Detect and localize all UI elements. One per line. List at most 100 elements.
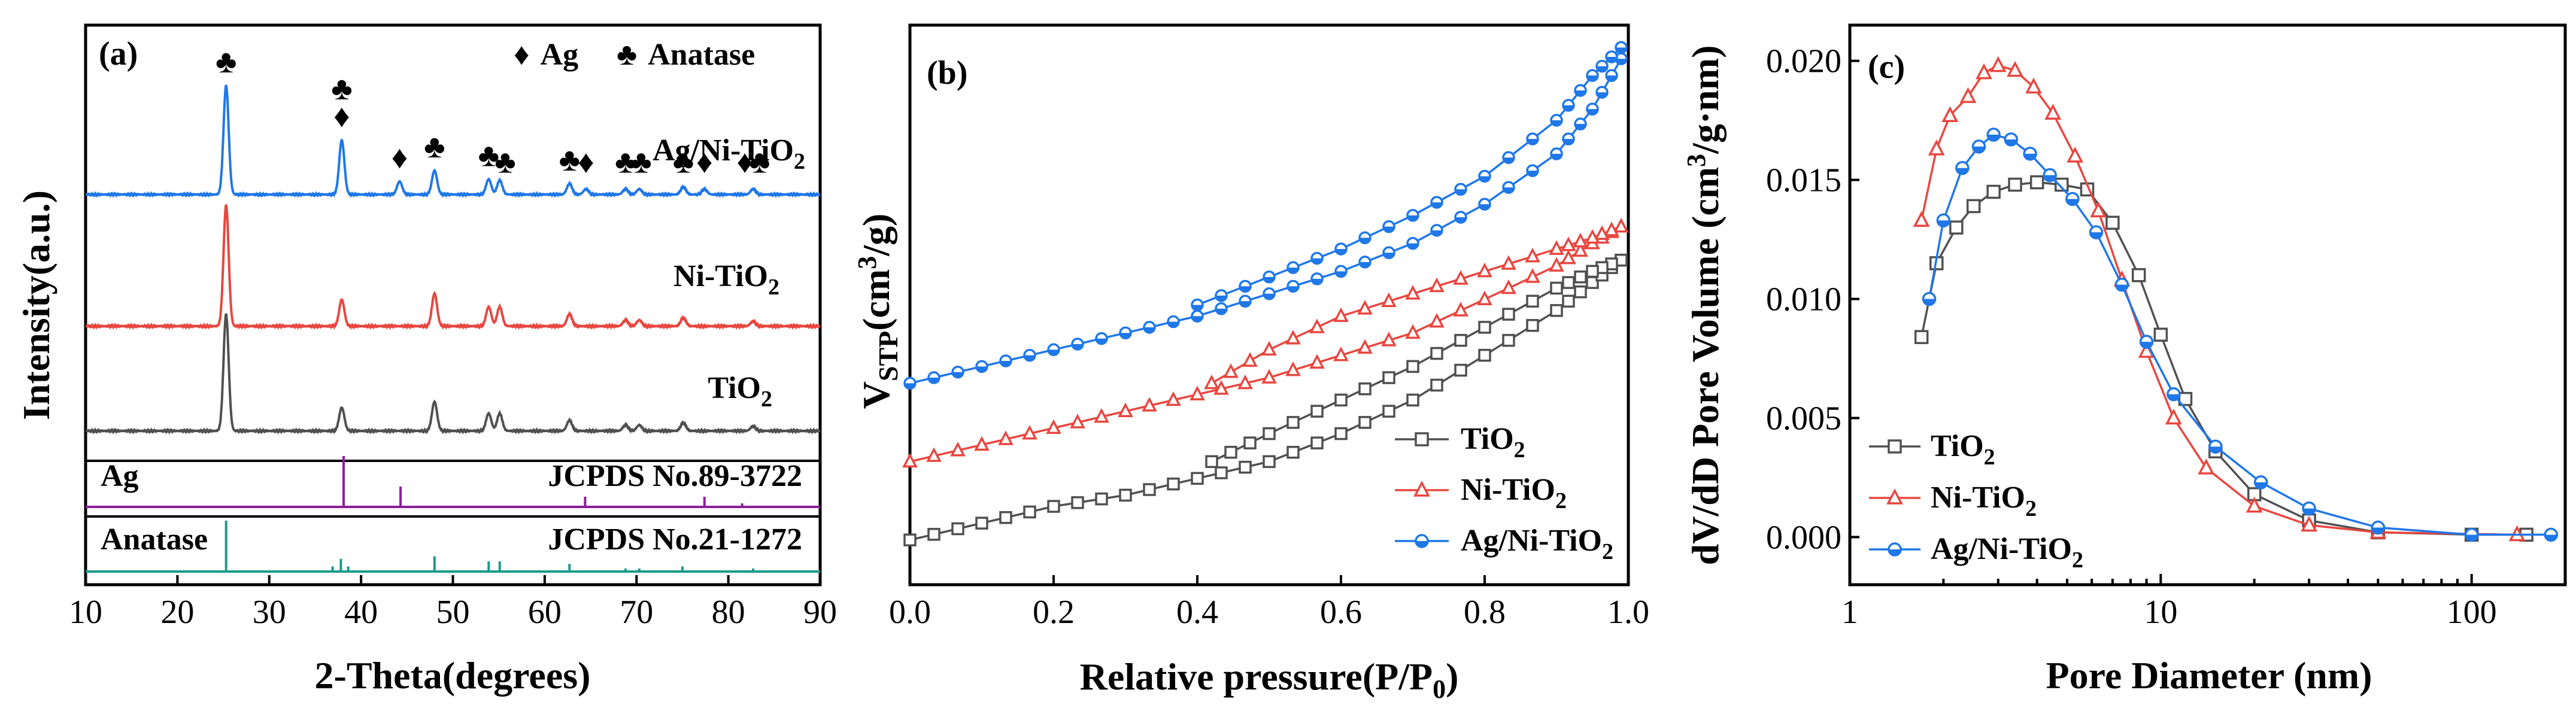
panel-b-point-fill [1383, 226, 1394, 232]
panel-b-point [1166, 391, 1181, 406]
panel-b-point [1224, 445, 1237, 459]
panel-b-point-fill [1551, 120, 1562, 126]
panel-b-point [1261, 341, 1277, 356]
panel-c-legend-marker-fill [1889, 549, 1901, 555]
panel-b-point [1261, 369, 1277, 384]
panel-b-point [1406, 360, 1419, 373]
panel-a-symbol-legend-label: Ag [541, 38, 579, 72]
panel-c-y-axis-label: dV/dD Pore Volume (cm3/g·nm) [1682, 45, 1727, 566]
panel-c-x-tick-label: 100 [2447, 594, 2497, 631]
panel-b-point [1550, 281, 1563, 295]
panel-c-point-fill [2090, 232, 2102, 239]
panel-b-x-tick-label: 0.6 [1320, 594, 1362, 631]
panel-b-point [1429, 312, 1445, 328]
panel-b-point [1502, 333, 1515, 347]
panel-c-point [2090, 201, 2107, 218]
panel-c-y-tick-label: 0.005 [1766, 400, 1841, 437]
panel-b-label: (b) [927, 54, 967, 92]
panel-a-ref-name: Anatase [101, 522, 208, 557]
panel-b-point [1562, 276, 1575, 289]
panel-b-point-fill [929, 378, 939, 384]
panel-b-point [1477, 262, 1492, 278]
panel-a-x-tick-label: 20 [160, 594, 194, 631]
panel-b-point [1287, 445, 1300, 459]
panel-c-point [2153, 327, 2168, 342]
panel-a-x-tick-label: 90 [803, 594, 837, 631]
panel-b-point-fill [1551, 154, 1562, 160]
panel-c-point-fill [2140, 342, 2153, 348]
panel-b-point-fill [1168, 321, 1179, 327]
panel-c-point-fill [2209, 446, 2222, 453]
panel-a-peak-symbol: ♣ [673, 144, 694, 180]
panel-a-peak-symbol: ♣ [749, 144, 770, 180]
panel-b-point [1501, 279, 1516, 294]
panel-c-point [2025, 77, 2042, 94]
panel-b-point [927, 528, 940, 541]
panel-b-point [1309, 318, 1325, 333]
panel-a-traces [85, 84, 821, 435]
panel-a-ref-label: JCPDS No.21-1272 [548, 522, 802, 557]
panel-b-x-tick-label: 0.8 [1464, 594, 1506, 631]
panel-b-point [1223, 363, 1239, 378]
panel-c-y-tick-label: 0.020 [1766, 43, 1841, 80]
panel-a-peak-symbol: ♣ [559, 142, 580, 178]
panel-c-point-fill [2044, 175, 2056, 181]
panel-a-series-label-1-sub: 2 [768, 275, 779, 300]
panel-c-point [2165, 408, 2182, 425]
panel-b-desorption-line-1 [1211, 225, 1622, 384]
panel-a-series-label-2-sub: 2 [761, 387, 772, 412]
panel-b-point-fill [1503, 157, 1514, 163]
panel-b-point [1405, 324, 1421, 339]
panel-b-point-fill [1563, 105, 1574, 111]
panel-b-point [903, 533, 917, 546]
panel-b-point [1550, 304, 1563, 317]
panel-b-point [1205, 455, 1218, 469]
panel-b-point [1586, 265, 1599, 278]
panel-c-x-ticks: 1 10 100 [1841, 574, 2566, 631]
panel-c-legend-label-2: Ag/Ni-TiO2 [1931, 532, 2083, 573]
panel-b-point-fill [1216, 308, 1227, 314]
panel-c-legend-label-1-main: Ni-TiO [1931, 481, 2025, 515]
panel-b-point [1333, 307, 1349, 323]
panel-b-point-fill [1563, 139, 1574, 145]
panel-a-peak-symbol: ♣ [630, 144, 651, 180]
panel-b-point [1381, 332, 1397, 347]
panel-b-point-fill [1383, 253, 1394, 259]
panel-b-point [1046, 419, 1061, 434]
panel-b-point [1143, 483, 1156, 496]
panel-c-point-fill [2255, 482, 2267, 488]
panel-b-adsorption-line-2 [909, 58, 1622, 385]
panel-b-point [1142, 397, 1157, 412]
panel-b-point [1285, 330, 1301, 345]
panel-a-trace-1 [85, 204, 821, 330]
panel-b-point-fill [1192, 316, 1203, 322]
panel-c-frame [1848, 23, 2567, 587]
panel-c-legend-label-1-sub: 2 [2025, 496, 2037, 521]
panel-b-y-axis-label: VSTP(cm3/g) [852, 214, 903, 409]
panel-a-x-tick-label: 70 [620, 594, 653, 631]
panel-c-point [1966, 199, 1981, 214]
panel-c-point [1989, 56, 2007, 72]
panel-c-point [2131, 268, 2146, 282]
panel-c-point [1986, 184, 2001, 199]
panel-c-point-fill [1973, 146, 1985, 153]
panel-b-point-fill [1360, 238, 1370, 244]
panel-b-point [1334, 393, 1348, 407]
panel-b-legend-label-0-main: TiO [1461, 422, 1514, 456]
panel-b-point [1119, 488, 1132, 502]
panel-c-point-fill [2116, 284, 2128, 291]
panel-a-symbol-legend-glyph: ♦ [514, 38, 530, 72]
panel-b-series [902, 41, 1629, 546]
panel-b-point [1243, 436, 1257, 449]
panel-b-point [1190, 385, 1205, 400]
panel-c-point [2044, 104, 2062, 120]
panel-b-x-axis-label: Relative pressure(P/P0) [1080, 655, 1459, 704]
panel-a-peak-symbol: ♦ [333, 98, 350, 134]
panel-b-legend-label-0: TiO2 [1461, 422, 1525, 463]
panel-b-point-fill [1264, 293, 1275, 299]
panel-b-point [1478, 348, 1491, 362]
panel-b-legend-label-0-sub: 2 [1514, 437, 1525, 463]
panel-c-point-fill [1937, 220, 1950, 227]
